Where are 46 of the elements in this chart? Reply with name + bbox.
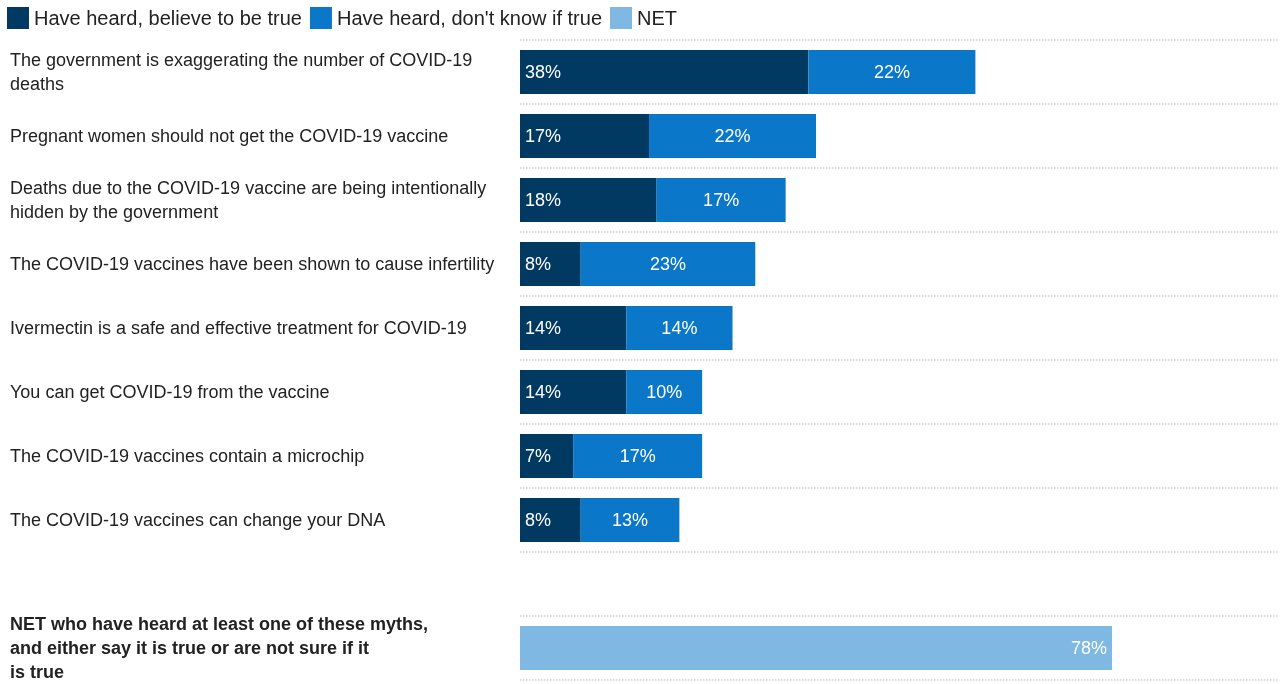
y-tick-label: You can get COVID-19 from the vaccine	[10, 382, 330, 403]
bar	[626, 306, 733, 351]
data-label: 14%	[525, 382, 562, 403]
bar	[520, 242, 581, 287]
data-label: 78%	[1070, 638, 1108, 659]
bar	[656, 178, 786, 223]
bar	[580, 498, 680, 543]
data-label: 18%	[525, 190, 562, 211]
data-label: 17%	[525, 126, 562, 147]
y-tick-label: Deaths due to the COVID-19 vaccine are being intentionally hidden by the government	[10, 178, 492, 223]
bar	[573, 434, 703, 479]
bar	[520, 114, 650, 159]
data-label: 38%	[525, 62, 562, 82]
bar	[520, 50, 809, 95]
bar	[520, 626, 1113, 671]
y-tick-label: The COVID-19 vaccines can change your DNA	[10, 510, 386, 531]
legend-label: Have heard, don't know if true	[336, 7, 603, 29]
bar	[580, 242, 756, 287]
y-tick-label: The COVID-19 vaccines contain a microchip	[10, 446, 365, 467]
bar	[626, 370, 703, 415]
bar	[808, 50, 976, 95]
y-tick-label: Pregnant women should not get the COVID-19 vaccine	[10, 126, 449, 147]
data-label: 8%	[525, 254, 552, 275]
y-tick-label: Ivermectin is a safe and effective treatment for COVID-19	[10, 318, 467, 339]
bar	[520, 178, 657, 223]
legend-label: NET	[637, 7, 678, 29]
data-label: 22%	[873, 62, 910, 82]
data-label: 8%	[525, 510, 552, 531]
data-label: 14%	[525, 318, 562, 339]
bar	[520, 370, 627, 415]
data-label: 17%	[619, 446, 656, 467]
data-label: 23%	[649, 254, 687, 275]
y-tick-label: The government is exaggerating the number of COVID-19 deaths	[10, 50, 478, 94]
bar	[520, 434, 574, 479]
data-label: 14%	[661, 318, 698, 339]
data-label: 7%	[525, 446, 552, 467]
data-label: 13%	[612, 510, 649, 531]
data-label: 10%	[646, 382, 683, 403]
y-tick-label: NET who have heard at least one of these myths, and either say it is true or are not sure if it is true	[10, 614, 434, 683]
bar	[649, 114, 817, 159]
bar	[520, 306, 627, 351]
bar	[520, 498, 581, 543]
data-label: 17%	[703, 190, 740, 211]
y-tick-label: The COVID-19 vaccines have been shown to cause infertility	[10, 254, 495, 275]
data-label: 22%	[714, 126, 751, 147]
legend-label: Have heard, believe to be true	[34, 7, 302, 29]
